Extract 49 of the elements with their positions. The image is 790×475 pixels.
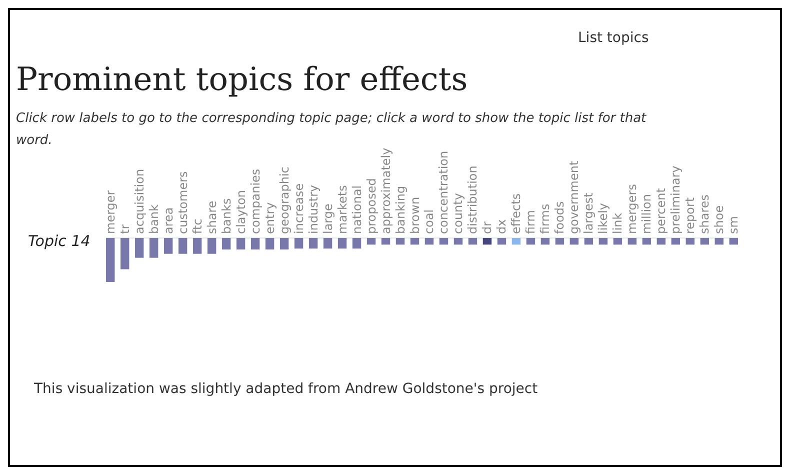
x-tick-label: shoe [712,205,726,234]
x-tick-label: firms [538,204,552,234]
x-tick-label: customers [176,171,190,234]
x-tick-label: dx [494,219,509,234]
x-tick-label: government [567,160,582,234]
x-tick-label: tr [118,224,132,234]
x-tick-label: firm [524,210,538,234]
x-tick-label: national [350,185,364,234]
x-tick-label: large [320,204,335,234]
x-tick-label: bank [146,204,161,234]
x-tick-label: distribution [466,166,480,234]
x-tick-label: brown [408,196,422,234]
x-tick-label: link [610,212,625,234]
x-tick-label: dr [480,221,494,234]
x-tick-label: effects [509,193,524,234]
x-tick-label: proposed [364,178,378,234]
x-tick-label: merger [103,190,118,234]
x-tick-label: banks [219,198,234,234]
x-tick-label: shares [698,194,712,234]
x-tick-label: increase [292,183,306,234]
x-tick-label: acquisition [132,168,146,234]
x-tick-label: percent [654,188,668,234]
text: List topics [578,30,649,46]
x-tick-label: report [683,197,698,234]
x-tick-label: concentration [436,150,451,234]
x-tick-label: largest [582,192,596,234]
x-tick-label: coal [422,209,436,234]
x-tick-label: sm [726,216,741,234]
x-tick-label: likely [596,202,610,234]
x-tick-label: geographic [277,166,292,234]
x-tick-label: markets [335,185,350,234]
text: This visualization was slightly adapted from Andrew Goldstone's project [33,381,538,397]
x-tick-label: clayton [234,190,248,234]
x-tick-label: share [204,200,219,234]
x-tick-label: county [451,193,466,234]
x-tick-label: industry [306,184,320,234]
x-tick-label: mergers [625,184,640,234]
x-tick-label: ftc [190,218,204,234]
x-tick-label: preliminary [668,166,683,234]
chart-subtitle: Click row labels to go to the corresponding topic page; click a word to show the topic list for that word. [16,111,648,148]
x-tick-label: approximately [378,148,393,234]
x-tick-label: foods [552,201,567,234]
x-tick-label: area [161,207,176,234]
x-tick-label: entry [262,202,277,234]
x-tick-label: companies [248,168,262,234]
y-axis-title: Topic 14 [28,232,90,250]
x-tick-label: million [640,194,654,234]
chart-title: Prominent topics for effects [16,60,468,98]
x-tick-label: banking [393,186,408,234]
